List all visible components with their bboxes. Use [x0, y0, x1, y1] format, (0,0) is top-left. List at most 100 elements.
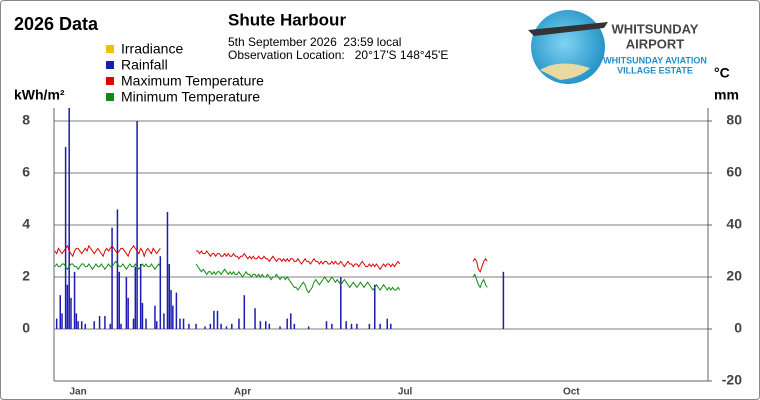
logo: WHITSUNDAY AIRPORT WHITSUNDAY AVIATION V…	[528, 10, 707, 84]
x-tick-label: Apr	[234, 387, 251, 398]
plot-area	[54, 108, 505, 329]
bar	[118, 271, 120, 329]
logo-plane	[528, 22, 608, 36]
bar	[77, 321, 79, 329]
bar	[154, 305, 156, 329]
bar	[182, 318, 185, 329]
bar	[163, 313, 165, 329]
y2-tick-label: 20	[726, 268, 742, 284]
bar	[259, 321, 262, 329]
bar	[179, 318, 181, 329]
bar	[350, 323, 353, 329]
bar	[286, 318, 288, 329]
bar	[132, 318, 135, 329]
x-tick-label: Oct	[563, 387, 580, 398]
bar	[264, 321, 267, 329]
bar	[125, 277, 128, 329]
bar	[379, 323, 381, 329]
date-text: 5th September 2026 23:59 local	[228, 35, 401, 49]
logo-text: VILLAGE ESTATE	[617, 65, 693, 75]
bar	[293, 323, 296, 329]
bar	[216, 310, 219, 329]
bar	[373, 284, 376, 329]
logo-text: WHITSUNDAY AVIATION	[603, 55, 707, 65]
y-axis-label: kWh/m²	[14, 87, 65, 103]
y-tick-label: 2	[22, 268, 30, 284]
bar	[70, 297, 72, 329]
legend-swatch	[106, 93, 114, 101]
bar	[290, 313, 292, 329]
bar	[159, 256, 162, 329]
y2-axis-label-top: °C	[714, 65, 730, 81]
bar	[136, 121, 138, 329]
bar	[59, 295, 62, 329]
bar	[386, 318, 389, 329]
y2-tick-label: 40	[726, 216, 742, 232]
bar	[141, 303, 144, 329]
bar	[220, 323, 222, 329]
bar	[209, 323, 212, 329]
legend-label: Maximum Temperature	[121, 73, 264, 89]
bar	[325, 321, 328, 329]
legend-label: Minimum Temperature	[121, 89, 260, 105]
bar	[213, 310, 215, 329]
bar	[243, 295, 246, 329]
bar	[139, 264, 142, 329]
bar	[134, 266, 137, 329]
bar	[268, 323, 271, 329]
bar	[120, 323, 122, 329]
bar	[172, 305, 174, 329]
bar	[188, 323, 190, 329]
bar	[279, 326, 281, 329]
logo-text: AIRPORT	[626, 36, 685, 51]
station-name: Shute Harbour	[228, 10, 346, 29]
bar	[109, 323, 112, 329]
bar	[116, 209, 119, 329]
y-tick-label: 8	[22, 112, 30, 128]
bar	[238, 318, 240, 329]
bar	[254, 308, 256, 329]
bar	[390, 323, 392, 329]
bar	[61, 313, 63, 329]
bar	[80, 321, 83, 329]
bar	[502, 271, 505, 329]
x-tick-label: Jul	[398, 387, 413, 398]
bar	[307, 326, 310, 329]
y2-axis-label: mm	[714, 87, 739, 103]
y2-tick-label: 80	[726, 112, 742, 128]
legend-label: Rainfall	[121, 57, 168, 73]
bar	[170, 290, 172, 329]
bar	[75, 313, 78, 329]
bar	[195, 323, 197, 329]
legend-swatch	[106, 61, 114, 69]
y-tick-label: 6	[22, 164, 30, 180]
legend-swatch	[106, 45, 114, 53]
logo-beach	[540, 63, 590, 80]
bar	[225, 326, 228, 329]
bar	[345, 321, 347, 329]
chart-title: 2026 Data	[14, 14, 99, 34]
bar	[73, 271, 76, 329]
bar	[155, 321, 158, 329]
y2-tick-label: 0	[734, 320, 742, 336]
bar	[331, 323, 333, 329]
y2-tick-label: -20	[722, 372, 742, 388]
location-text: Observation Location: 20°17'S 148°45'E	[228, 48, 448, 62]
bar	[168, 264, 171, 329]
bar	[166, 212, 169, 329]
bar	[111, 227, 113, 329]
legend-swatch	[106, 77, 114, 85]
bar	[66, 284, 69, 329]
legend-label: Irradiance	[121, 41, 183, 57]
bar	[356, 323, 358, 329]
bar	[64, 147, 67, 329]
bar	[127, 297, 129, 329]
bar	[231, 323, 233, 329]
bar	[104, 316, 106, 329]
line	[54, 244, 488, 273]
bar	[98, 316, 101, 329]
logo-text: WHITSUNDAY	[612, 21, 699, 36]
bar	[68, 108, 70, 329]
y-tick-label: 0	[22, 320, 30, 336]
